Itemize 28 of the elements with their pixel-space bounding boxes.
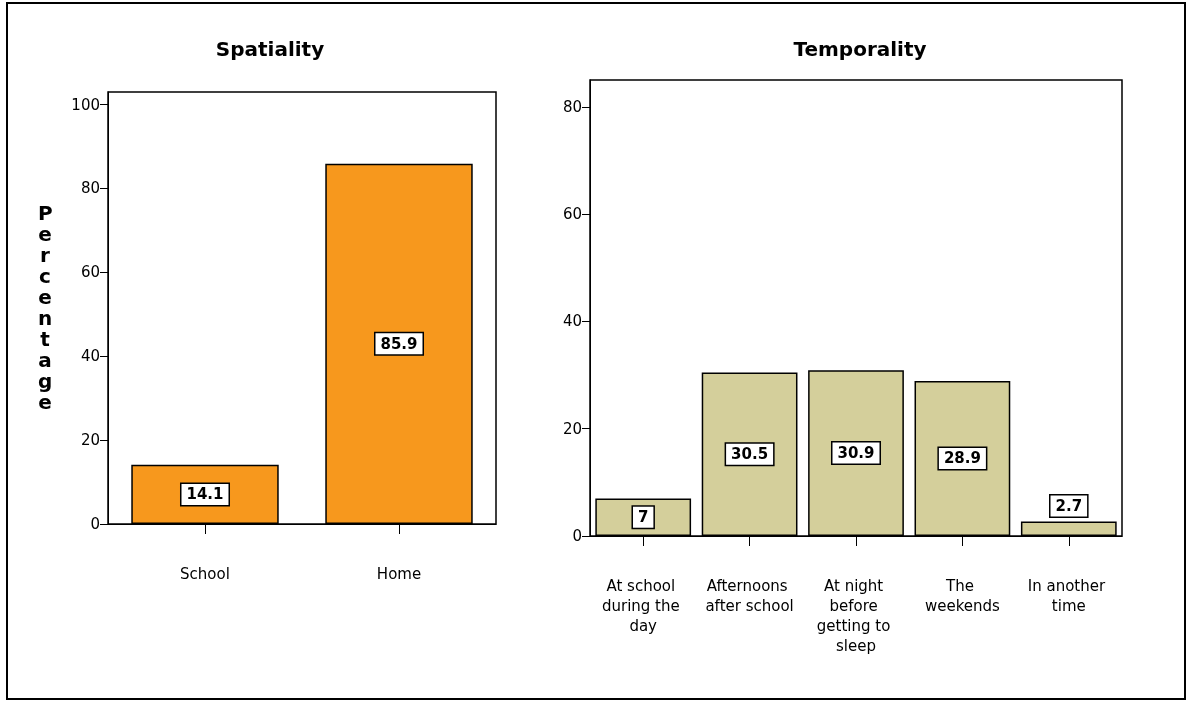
x-tick-label: At school during the day xyxy=(601,577,685,635)
x-tick-label: At night before getting to sleep xyxy=(816,577,896,655)
y-tick-label: 20 xyxy=(562,419,582,438)
data-label: 30.5 xyxy=(731,445,769,464)
data-label: 2.7 xyxy=(1055,497,1083,516)
data-label: 85.9 xyxy=(380,334,418,353)
chart-title: Spatiality xyxy=(215,37,325,61)
y-tick-label: 20 xyxy=(80,431,100,450)
y-tick-label: 100 xyxy=(71,95,100,114)
y-tick-label: 0 xyxy=(90,515,100,533)
data-label: 14.1 xyxy=(186,485,224,504)
y-tick-label: 80 xyxy=(80,179,100,198)
y-tick-label: 60 xyxy=(562,205,582,224)
x-tick-label: Home xyxy=(376,565,422,583)
y-tick-label: 60 xyxy=(80,263,100,282)
y-tick-label: 40 xyxy=(562,312,582,331)
data-label: 7 xyxy=(637,508,649,527)
data-label: 30.9 xyxy=(837,444,875,463)
y-tick-label: 0 xyxy=(572,527,582,545)
x-tick-label: The weekends xyxy=(924,577,1001,615)
x-tick-label: In another time xyxy=(1027,577,1110,615)
data-label: 28.9 xyxy=(943,449,981,468)
x-tick-label: School xyxy=(180,565,230,583)
x-tick-label: Afternoons after school xyxy=(705,577,794,615)
y-tick-label: 80 xyxy=(562,97,582,116)
y-tick-label: 40 xyxy=(80,347,100,366)
text: Percentage xyxy=(38,201,53,414)
chart-title: Temporality xyxy=(793,37,927,61)
